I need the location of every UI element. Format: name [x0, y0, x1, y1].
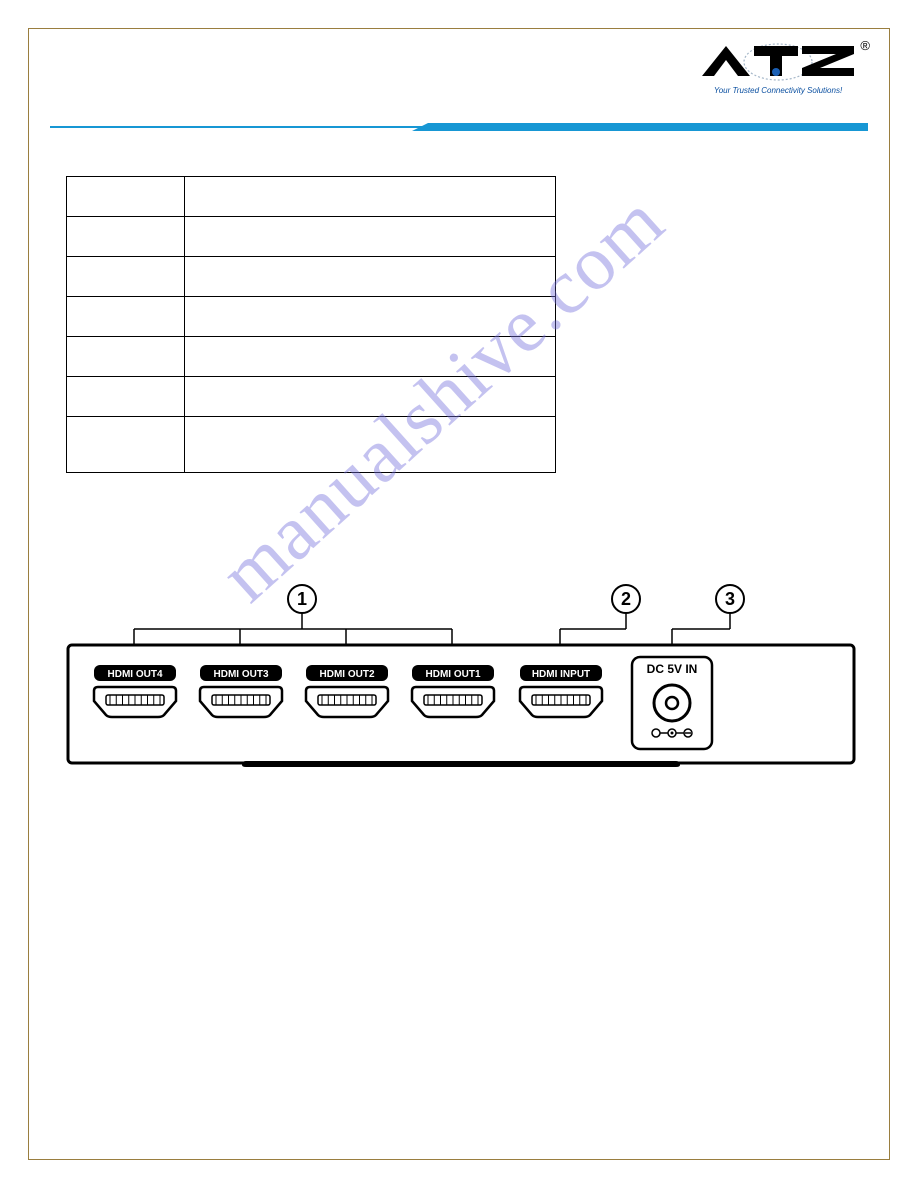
rear-panel-diagram: 1 2 3 HDMI OUT4HDMI OUT3HDMI OUT2H [66, 581, 856, 786]
table-row [67, 417, 556, 473]
hdmi-port: HDMI INPUT [520, 665, 602, 717]
hdmi-port: HDMI OUT2 [306, 665, 388, 717]
table-row [67, 217, 556, 257]
svg-text:2: 2 [621, 589, 631, 609]
registered-mark: ® [860, 38, 870, 53]
svg-text:HDMI OUT4: HDMI OUT4 [108, 669, 163, 680]
table-row [67, 337, 556, 377]
svg-text:HDMI INPUT: HDMI INPUT [532, 669, 590, 680]
svg-text:HDMI OUT3: HDMI OUT3 [214, 669, 269, 680]
svg-text:1: 1 [297, 589, 307, 609]
hdmi-port: HDMI OUT1 [412, 665, 494, 717]
svg-text:DC 5V IN: DC 5V IN [647, 662, 698, 676]
svg-text:HDMI OUT1: HDMI OUT1 [426, 669, 481, 680]
svg-text:HDMI OUT2: HDMI OUT2 [320, 669, 375, 680]
brand-tagline: Your Trusted Connectivity Solutions! [688, 86, 868, 95]
hdmi-port: HDMI OUT3 [200, 665, 282, 717]
dc-power-port: DC 5V IN [632, 657, 712, 749]
table-row [67, 297, 556, 337]
svg-text:3: 3 [725, 589, 735, 609]
table-row [67, 257, 556, 297]
table-row [67, 377, 556, 417]
spec-table [66, 176, 556, 473]
header-accent-bar [50, 123, 868, 131]
atz-logo-icon [698, 42, 858, 84]
table-row [67, 177, 556, 217]
brand-logo: ® Your Trusted Connectivity Solutions! [688, 42, 868, 95]
hdmi-port: HDMI OUT4 [94, 665, 176, 717]
